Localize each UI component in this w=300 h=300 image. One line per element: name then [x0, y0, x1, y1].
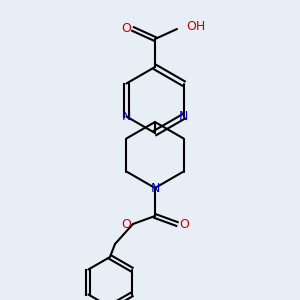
Text: N: N	[122, 110, 131, 123]
Text: N: N	[150, 182, 160, 194]
Text: O: O	[121, 22, 131, 35]
Text: OH: OH	[186, 20, 205, 34]
Text: O: O	[179, 218, 189, 230]
Text: O: O	[121, 218, 131, 230]
Text: N: N	[179, 110, 188, 123]
